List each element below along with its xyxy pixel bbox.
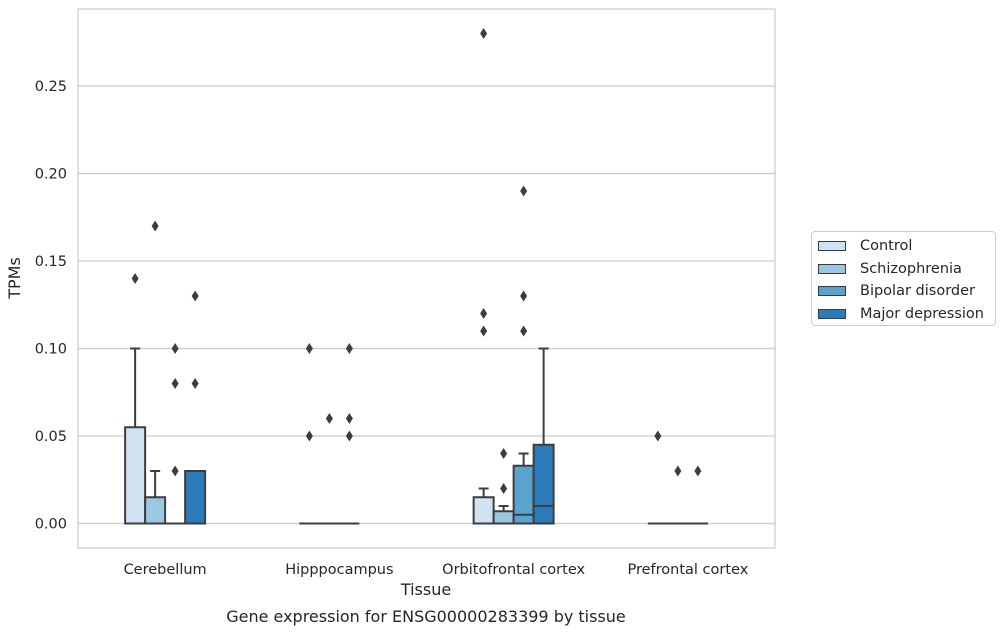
box-control	[124, 273, 147, 525]
box-body	[144, 496, 167, 525]
box-major-depression	[532, 347, 555, 525]
outlier-point	[480, 28, 488, 39]
outlier-point	[345, 430, 353, 442]
outlier-point	[694, 465, 702, 477]
box-body	[472, 496, 495, 525]
legend-label: Major depression	[860, 305, 984, 322]
box-bipolar-disorder	[339, 343, 360, 525]
box-control	[299, 343, 320, 525]
x-axis-ticks: Cerebellum Hipppocampus Orbitofrontal cort…	[124, 562, 749, 578]
legend-label: Control	[860, 238, 913, 255]
legend-item-major-depression: Major depression	[812, 303, 995, 326]
box-schizophrenia	[492, 448, 515, 525]
x-tick-label: Prefrontal cortex	[627, 562, 748, 578]
box-series	[124, 28, 708, 525]
x-tick-label: Cerebellum	[124, 562, 207, 578]
box-schizophrenia	[667, 465, 688, 525]
box-body	[124, 426, 147, 525]
outlier-point	[520, 185, 528, 197]
y-tick-label: 0.25	[35, 79, 67, 95]
y-tick-label: 0.10	[35, 342, 67, 358]
gridlines	[78, 85, 775, 525]
legend-label: Schizophrenia	[860, 260, 962, 277]
y-tick-label: 0.15	[35, 254, 67, 270]
y-tick-label: 0.00	[35, 517, 67, 533]
outlier-point	[171, 465, 179, 477]
box-bipolar-disorder	[687, 465, 708, 525]
outlier-point	[191, 290, 199, 302]
outlier-point	[345, 343, 353, 354]
legend-swatch-control	[818, 241, 846, 252]
legend-item-control: Control	[812, 235, 995, 258]
outlier-point	[500, 448, 508, 459]
box-schizophrenia	[319, 413, 340, 525]
outlier-point	[305, 430, 313, 442]
box-bipolar-disorder	[165, 343, 186, 525]
box-body	[532, 443, 555, 525]
y-axis-label: TPMs	[5, 257, 24, 300]
outlier-point	[325, 413, 333, 424]
box-body	[492, 510, 515, 525]
outlier-point	[171, 343, 179, 354]
box-bipolar-disorder	[512, 185, 535, 525]
box-control	[647, 430, 668, 525]
box-body	[184, 470, 207, 525]
box-major-depression	[184, 290, 207, 525]
legend-swatch-schizophrenia	[818, 263, 846, 274]
legend-label: Bipolar disorder	[860, 283, 975, 300]
outlier-point	[191, 378, 199, 389]
box-schizophrenia	[144, 220, 167, 525]
legend-item-bipolar-disorder: Bipolar disorder	[812, 280, 995, 303]
outlier-point	[520, 325, 528, 337]
outlier-point	[131, 273, 139, 284]
x-axis-label: Tissue	[400, 580, 451, 599]
legend-swatch-bipolar-disorder	[818, 286, 846, 297]
outlier-point	[345, 413, 353, 424]
outlier-point	[151, 220, 159, 232]
legend: Control Schizophrenia Bipolar disorder M…	[811, 231, 996, 326]
outlier-point	[305, 343, 313, 354]
legend-swatch-major-depression	[818, 308, 846, 319]
outlier-point	[674, 465, 682, 477]
outlier-point	[480, 308, 488, 319]
outlier-point	[171, 378, 179, 389]
plot-frame	[77, 8, 776, 549]
outlier-point	[654, 430, 662, 442]
legend-item-schizophrenia: Schizophrenia	[812, 258, 995, 281]
outlier-point	[500, 483, 508, 494]
box-control	[472, 28, 495, 525]
chart-caption: Gene expression for ENSG00000283399 by t…	[226, 607, 626, 626]
y-tick-label: 0.05	[35, 429, 67, 445]
outlier-point	[520, 290, 528, 302]
outlier-point	[480, 325, 488, 337]
y-axis-ticks: 0.00 0.05 0.10 0.15 0.20 0.25	[35, 79, 67, 533]
x-tick-label: Orbitofrontal cortex	[442, 562, 585, 578]
x-tick-label: Hipppocampus	[285, 562, 393, 578]
y-tick-label: 0.20	[35, 167, 67, 183]
